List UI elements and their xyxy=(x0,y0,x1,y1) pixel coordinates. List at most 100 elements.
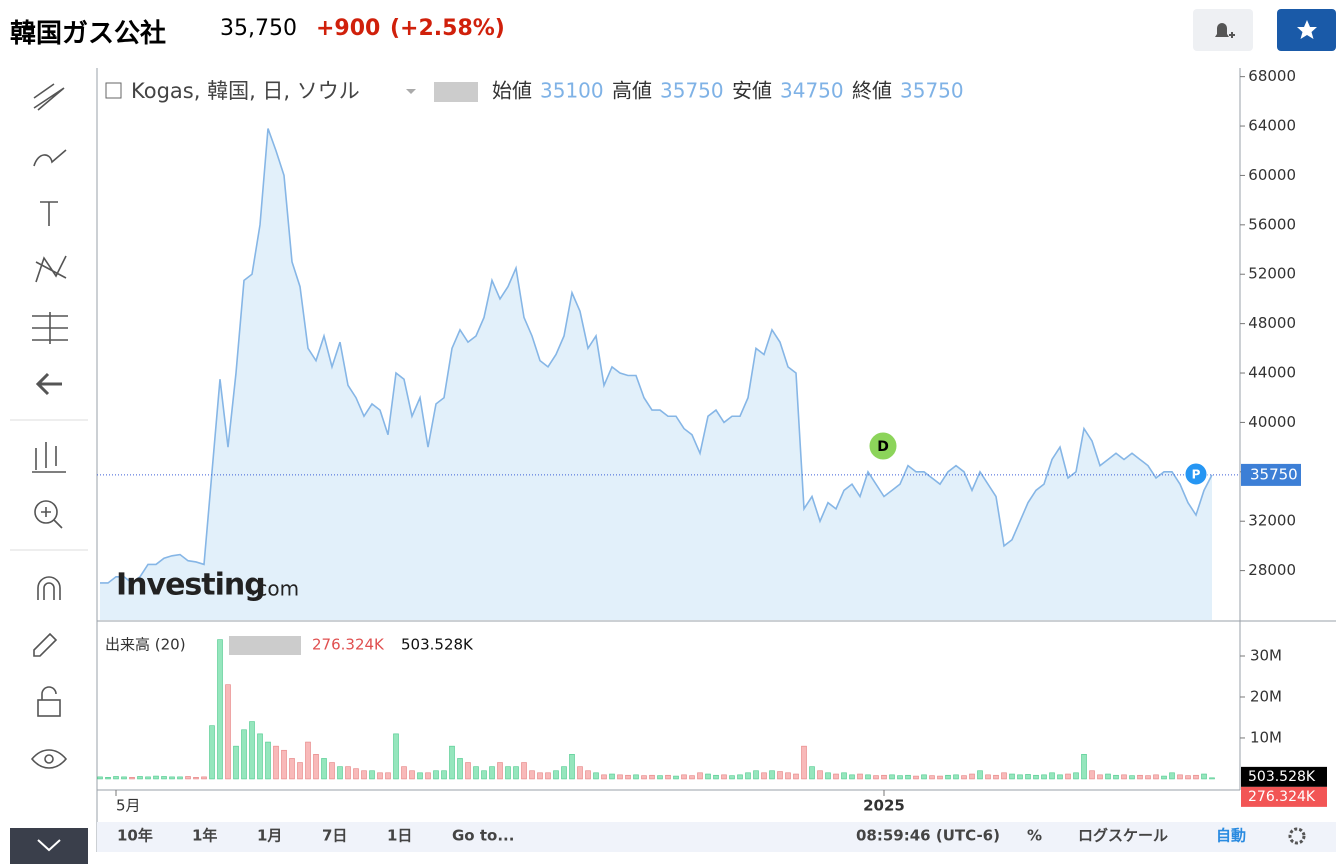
volume-bar xyxy=(577,766,583,780)
tool-candles xyxy=(32,442,66,473)
tool-lock-shackle xyxy=(41,686,57,700)
volume-bar xyxy=(553,770,559,780)
bottom-bar-item[interactable]: 1月 xyxy=(257,827,282,845)
volume-bar xyxy=(761,772,767,780)
legend-value: 35100 xyxy=(540,79,604,103)
volume-bar xyxy=(1177,774,1183,780)
volume-bar xyxy=(105,776,111,780)
volume-bar xyxy=(1057,774,1063,780)
volume-bar xyxy=(1137,774,1143,780)
tool-back xyxy=(35,372,62,396)
volume-bar xyxy=(937,775,943,780)
volume-bar xyxy=(185,776,191,780)
volume-bar xyxy=(633,774,639,780)
volume-bar xyxy=(657,775,663,780)
bottom-bar-item[interactable]: 7日 xyxy=(322,827,347,845)
event-marker xyxy=(1184,462,1208,486)
volume-bar xyxy=(273,745,279,780)
volume-bar xyxy=(945,774,951,780)
volume-bar xyxy=(681,774,687,780)
alert-button[interactable] xyxy=(1193,9,1253,51)
volume-bar xyxy=(1097,774,1103,780)
toolbar-collapse[interactable] xyxy=(10,828,88,864)
tool-brush xyxy=(33,149,67,167)
volume-bar xyxy=(1017,774,1023,780)
volume-bar xyxy=(897,775,903,780)
volume-bar xyxy=(209,725,215,780)
volume-bar xyxy=(713,774,719,780)
volume-bar xyxy=(441,770,447,780)
volume-bar xyxy=(457,758,463,780)
y-tick-label: 40000 xyxy=(1248,413,1296,431)
volume-name: 出来高 (20) xyxy=(105,636,186,654)
y-tick-label: 48000 xyxy=(1248,314,1296,332)
volume-bar xyxy=(793,773,799,780)
volume-bar xyxy=(1121,774,1127,780)
volume-bar xyxy=(193,776,199,780)
tool-zoom xyxy=(34,500,58,524)
volume-bar xyxy=(809,766,815,780)
last-box xyxy=(1241,786,1327,807)
volume-bar xyxy=(225,684,231,780)
volume-bar xyxy=(1129,775,1135,780)
collapse-box xyxy=(105,82,122,99)
settings-icon[interactable] xyxy=(1288,827,1306,845)
tool-pattern xyxy=(35,255,67,283)
volume-bar xyxy=(465,762,471,780)
event-marker xyxy=(868,431,898,461)
volume-bar xyxy=(321,758,327,780)
legend-label: 始値 xyxy=(492,79,532,103)
volume-bar xyxy=(121,776,127,780)
volume-bar xyxy=(977,770,983,780)
toolbar-separator xyxy=(10,419,88,551)
series-name: Kogas, 韓国, 日, ソウル xyxy=(131,79,360,103)
bottom-bar-item[interactable]: 10年 xyxy=(117,827,153,845)
volume-bar xyxy=(745,772,751,780)
volume-bar xyxy=(417,772,423,780)
volume-bar xyxy=(401,766,407,780)
watchlist-button[interactable] xyxy=(1277,9,1336,51)
volume-bar xyxy=(689,775,695,780)
volume-bar xyxy=(641,775,647,780)
y-tick-label: 44000 xyxy=(1248,364,1296,382)
bottom-bar-item[interactable]: ログスケール xyxy=(1078,827,1168,845)
volume-bar xyxy=(953,774,959,780)
price: 35,750 xyxy=(220,16,297,41)
volume-bar xyxy=(617,774,623,780)
volume-bar xyxy=(777,771,783,780)
volume-bar xyxy=(305,741,311,780)
volume-bar xyxy=(425,772,431,780)
volume-bar xyxy=(961,775,967,780)
bottom-bar-item[interactable]: Go to... xyxy=(452,827,514,845)
volume-bar xyxy=(409,770,415,780)
volume-bar xyxy=(769,770,775,780)
y-tick-label: 64000 xyxy=(1248,117,1296,135)
volume-bar xyxy=(1089,770,1095,780)
volume-bar xyxy=(817,770,823,780)
volume-bar xyxy=(889,774,895,780)
volume-bar xyxy=(569,754,575,780)
volume-bar xyxy=(833,773,839,780)
bottom-bar-item[interactable]: 自動 xyxy=(1216,827,1246,845)
bottom-bar-item[interactable]: 1日 xyxy=(387,827,412,845)
price-line xyxy=(100,128,1213,584)
y-tick-label: 10M xyxy=(1250,728,1282,746)
legend-icons xyxy=(434,82,478,102)
bottom-bar-item[interactable]: % xyxy=(1027,827,1042,845)
volume-bar xyxy=(497,762,503,780)
bottom-bar-item[interactable]: 1年 xyxy=(192,827,217,845)
tool-zoom-plus xyxy=(41,507,63,529)
volume-bar xyxy=(785,772,791,780)
volume-bar xyxy=(489,766,495,780)
volume-bar xyxy=(1001,772,1007,780)
volume-bar xyxy=(289,758,295,780)
y-tick-label: 56000 xyxy=(1248,215,1296,233)
star-icon xyxy=(1297,20,1317,39)
volume-bar xyxy=(257,733,263,780)
volume-bar xyxy=(721,774,727,780)
legend-label: 安値 xyxy=(732,79,772,103)
toolbar xyxy=(30,83,68,769)
tool-lock xyxy=(37,699,61,717)
average-axis-label: 503.528K xyxy=(1248,769,1316,785)
